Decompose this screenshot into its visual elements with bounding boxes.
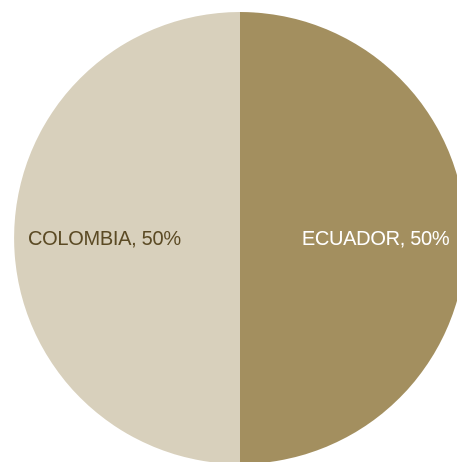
pie-slices xyxy=(14,12,457,462)
pie-label-ecuador: ECUADOR, 50% xyxy=(302,228,450,250)
pie-labels: ECUADOR, 50% COLOMBIA, 50% xyxy=(28,228,450,250)
pie-slice-ecuador xyxy=(240,12,457,462)
pie-label-colombia: COLOMBIA, 50% xyxy=(28,228,181,250)
pie-slice-colombia xyxy=(14,12,240,462)
